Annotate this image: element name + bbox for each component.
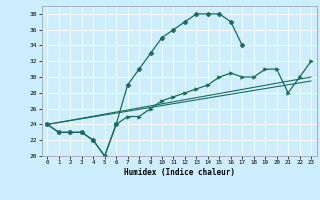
X-axis label: Humidex (Indice chaleur): Humidex (Indice chaleur) [124,168,235,177]
